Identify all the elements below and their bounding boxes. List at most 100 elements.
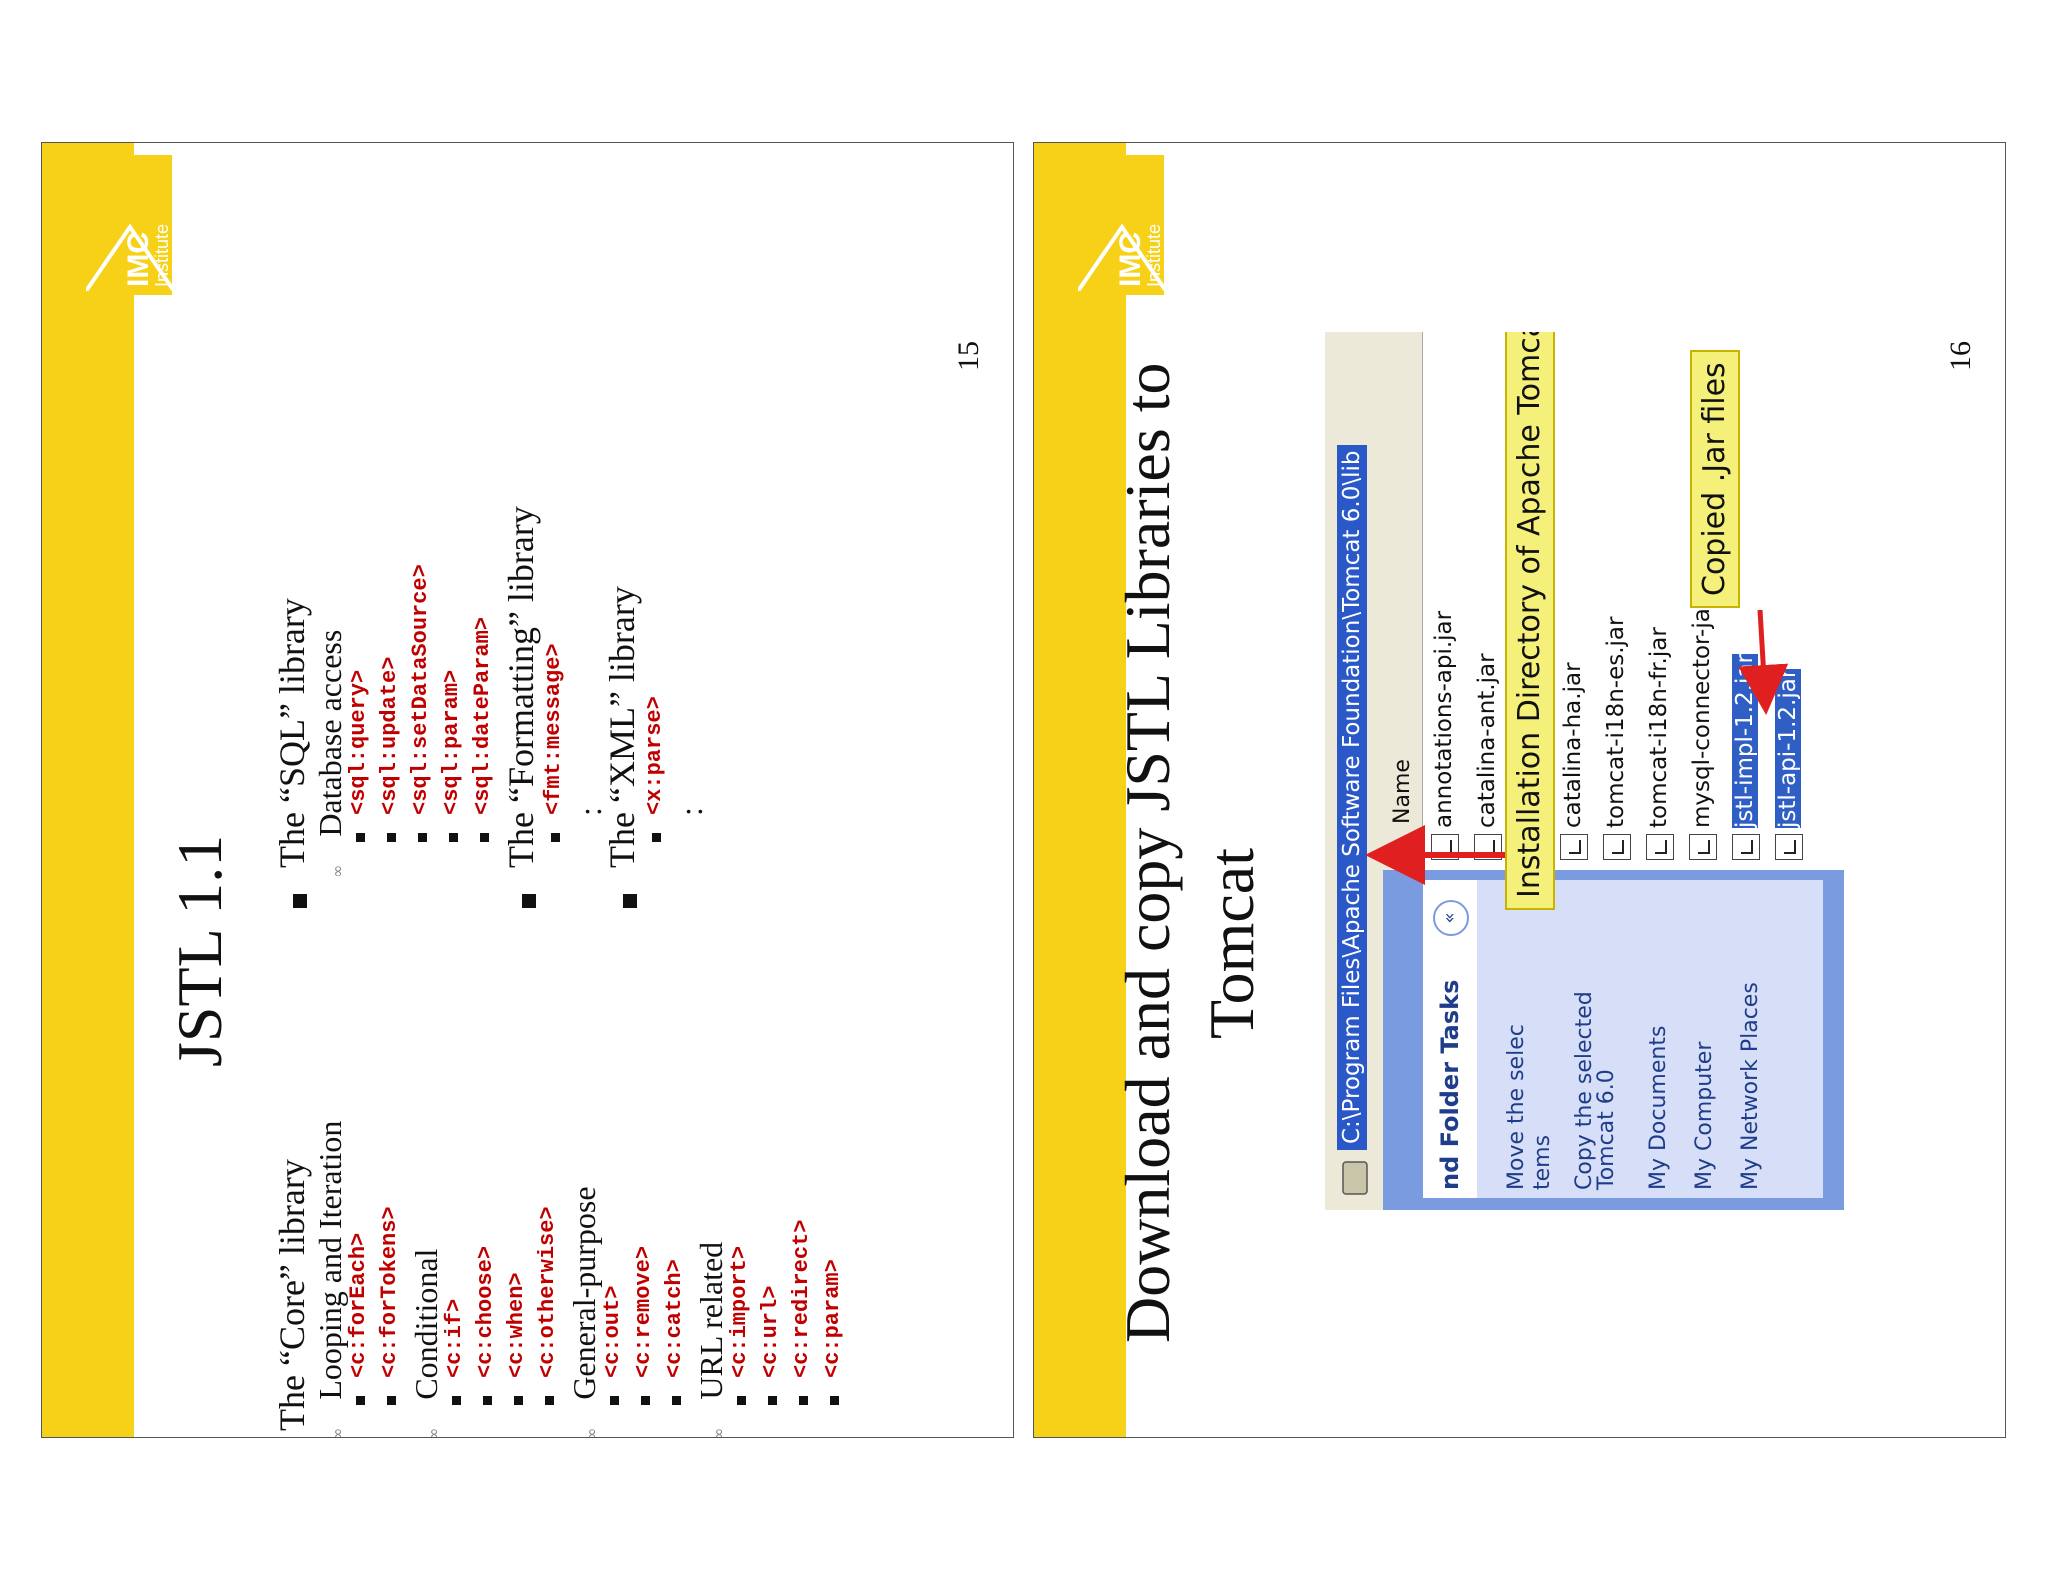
bullet-item: : xyxy=(572,506,608,908)
page-number: 15 xyxy=(952,341,985,371)
bullet-text: <fmt:message> xyxy=(541,643,566,815)
bullet-item: <c:when> xyxy=(504,1121,537,1437)
bullet-text: Looping and Iteration xyxy=(312,1120,348,1400)
bullet-item: <c:import> xyxy=(727,1121,760,1437)
loop-bullet-icon: ∞ xyxy=(327,864,347,878)
bullet-item: ∞ General-purpose xyxy=(566,1121,602,1438)
loop-bullet-icon: ∞ xyxy=(708,1427,728,1438)
small-square-bullet-icon xyxy=(386,1396,396,1405)
small-square-bullet-icon xyxy=(829,1396,839,1405)
bullet-text: Database access xyxy=(312,629,348,837)
address-bar[interactable]: C:\Program Files\Apache Software Foundat… xyxy=(1325,332,1385,1210)
bullet-item: <sql:setDataSource> xyxy=(408,506,441,908)
small-square-bullet-icon xyxy=(550,833,560,842)
bullet-text: <c:forEach> xyxy=(346,1232,371,1378)
bullet-text: <sql:query> xyxy=(346,669,371,815)
bullet-text: <x:parse> xyxy=(642,696,667,815)
bullet-text: <sql:update> xyxy=(377,656,402,815)
small-square-bullet-icon xyxy=(671,1396,681,1405)
loop-bullet-icon: ∞ xyxy=(423,1427,443,1438)
bullet-text: <sql:setDataSource> xyxy=(408,564,433,815)
folder-icon xyxy=(1342,1161,1368,1195)
bullet-item: The “SQL” library xyxy=(272,506,314,908)
bullet-text: <c:when> xyxy=(504,1272,529,1378)
yellow-side-bar xyxy=(42,143,134,1437)
bullet-text: <c:import> xyxy=(727,1245,752,1378)
slide-title: JSTL 1.1 xyxy=(164,834,235,1067)
loop-bullet-icon: ∞ xyxy=(327,1427,347,1438)
bullet-item: <c:url> xyxy=(758,1121,791,1437)
bullet-item: ∞ Conditional xyxy=(408,1121,444,1438)
small-square-bullet-icon xyxy=(355,1396,365,1405)
small-square-bullet-icon xyxy=(479,833,489,842)
slide-15: IMC Institute JSTL 1.1 15 The “Core” lib… xyxy=(41,142,1014,1438)
small-square-bullet-icon xyxy=(355,833,365,842)
slide-title-line-2: Tomcat xyxy=(1196,848,1267,1039)
bullet-item: : xyxy=(673,506,709,908)
bullet-text: General-purpose xyxy=(566,1186,602,1400)
logo-main-text: IMC xyxy=(122,232,155,287)
small-square-bullet-icon xyxy=(767,1396,777,1405)
bullet-item: <c:remove> xyxy=(631,1121,664,1437)
small-square-bullet-icon xyxy=(736,1396,746,1405)
bullet-text: The “SQL” library xyxy=(272,598,312,868)
small-square-bullet-icon xyxy=(651,833,661,842)
bullet-item: <fmt:message> xyxy=(541,506,574,908)
bullet-text: <c:param> xyxy=(820,1259,845,1378)
bullet-item: <sql:param> xyxy=(439,506,472,908)
callout-arrows xyxy=(1365,609,1789,885)
bullet-item: <sql:query> xyxy=(346,506,379,908)
bullet-item: ∞ Looping and Iteration xyxy=(312,1120,348,1438)
logo-sub-text: Institute xyxy=(152,224,172,287)
bullet-text: <c:remove> xyxy=(631,1245,656,1378)
bullet-item: <c:out> xyxy=(600,1121,633,1437)
bullet-item: <sql:dateParam> xyxy=(470,506,503,908)
other-libraries-column: The “SQL” library ∞ Database access <sql:qu… xyxy=(272,506,709,908)
bullet-text: <c:catch> xyxy=(662,1259,687,1378)
bullet-text: : xyxy=(673,807,709,816)
bullet-text: URL related xyxy=(693,1241,729,1400)
bullet-item: <c:param> xyxy=(820,1121,853,1437)
imc-institute-logo: IMC Institute xyxy=(86,223,174,291)
bullet-item: <x:parse> xyxy=(642,506,675,908)
explorer-screenshot: C:\Program Files\Apache Software Foundat… xyxy=(1325,332,1844,1210)
bullet-text: The “XML” library xyxy=(602,586,642,868)
small-square-bullet-icon xyxy=(448,833,458,842)
bullet-text: <sql:dateParam> xyxy=(470,616,495,815)
logo-sub-text: Institute xyxy=(1144,224,1164,287)
bullet-item: The “Formatting” library xyxy=(501,506,543,908)
bullet-text: <sql:param> xyxy=(439,669,464,815)
slide-title-line-1: Download and copy JSTL Libraries to xyxy=(1112,362,1183,1343)
square-bullet-icon xyxy=(623,894,638,908)
small-square-bullet-icon xyxy=(513,1396,523,1405)
bullet-item: <c:forEach> xyxy=(346,1121,379,1437)
bullet-text: <c:if> xyxy=(442,1298,467,1378)
logo-main-text: IMC xyxy=(1114,232,1147,287)
small-square-bullet-icon xyxy=(609,1396,619,1405)
bullet-item: The “Core” library xyxy=(272,1121,314,1437)
bullet-item: <c:catch> xyxy=(662,1121,695,1437)
small-square-bullet-icon xyxy=(417,833,427,842)
bullet-text: <c:out> xyxy=(600,1285,625,1378)
bullet-item: The “XML” library xyxy=(602,506,644,908)
square-bullet-icon xyxy=(522,894,537,908)
bullet-text: The “Formatting” library xyxy=(501,506,541,868)
bullet-text: <c:redirect> xyxy=(789,1219,814,1378)
imc-institute-logo: IMC Institute xyxy=(1078,223,1166,291)
logo-background xyxy=(1068,155,1164,295)
bullet-item: <c:if> xyxy=(442,1121,475,1437)
small-square-bullet-icon xyxy=(544,1396,554,1405)
core-library-column: The “Core” library ∞ Looping and Iteration… xyxy=(272,1120,853,1438)
small-square-bullet-icon xyxy=(482,1396,492,1405)
bullet-item: <c:forTokens> xyxy=(377,1121,410,1437)
loop-bullet-icon: ∞ xyxy=(581,1427,601,1438)
bullet-text: <c:choose> xyxy=(473,1245,498,1378)
bullet-text: <c:otherwise> xyxy=(535,1206,560,1378)
small-square-bullet-icon xyxy=(640,1396,650,1405)
bullet-text: Conditional xyxy=(408,1248,444,1400)
bullet-item: <c:otherwise> xyxy=(535,1121,568,1437)
bullet-item: <c:redirect> xyxy=(789,1121,822,1437)
arrow-to-jar-files xyxy=(1738,609,1789,715)
bullet-item: ∞ Database access xyxy=(312,506,348,908)
bullet-text: The “Core” library xyxy=(272,1159,312,1431)
